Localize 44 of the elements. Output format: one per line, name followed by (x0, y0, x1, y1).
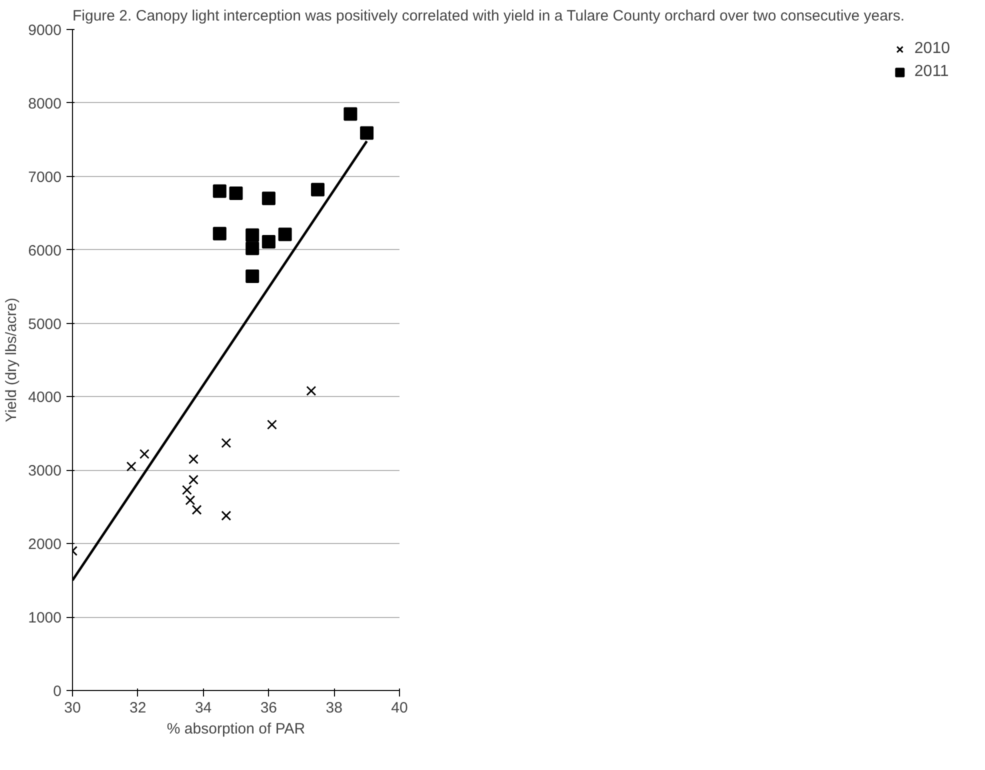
point (221, 438, 232, 448)
point (262, 192, 276, 206)
point (246, 242, 260, 256)
x-tick-label: 32 (130, 700, 146, 716)
y-axis-title: Yield (dry lbs/acre) (3, 298, 20, 422)
x-tick-label: 38 (326, 700, 342, 716)
legend-label: 2011 (914, 63, 949, 81)
point (188, 454, 198, 464)
point (212, 226, 226, 240)
point (246, 228, 260, 242)
x-tick-label: 30 (64, 700, 81, 716)
point (306, 386, 316, 396)
x-tick-label: 34 (194, 700, 212, 716)
text: Figure 2. Canopy light interception was positively correlated with yield in a Tulare County orchard over two consecutive years. (72, 8, 905, 24)
y-tick-label: 2000 (28, 536, 62, 554)
point (192, 504, 202, 515)
y-tick-label: 1000 (28, 610, 62, 627)
y-tick-label: 9000 (28, 22, 62, 39)
point (311, 182, 324, 196)
point (188, 474, 198, 485)
point (185, 495, 196, 506)
y-tick-label: 0 (53, 683, 62, 700)
y-tick-label: 8000 (28, 95, 62, 112)
x-tick-label: 36 (260, 700, 278, 716)
legend-label: 2010 (914, 40, 950, 58)
point (221, 510, 232, 521)
point (278, 228, 292, 242)
y-tick-label: 7000 (28, 168, 62, 186)
point (262, 235, 276, 249)
x-axis-title: % absorption of PAR (166, 720, 306, 738)
point (360, 126, 374, 140)
y-tick-label: 6000 (28, 242, 62, 260)
point (344, 107, 358, 121)
point (246, 270, 260, 284)
y-tick-label: 4000 (28, 389, 62, 406)
point (139, 449, 150, 459)
point (212, 184, 226, 198)
point (182, 485, 192, 495)
y-tick-label: 5000 (28, 316, 62, 333)
x-tick-label: 40 (391, 700, 408, 716)
point (126, 462, 136, 472)
point (266, 420, 277, 430)
point (229, 186, 243, 200)
y-tick-label: 3000 (28, 462, 62, 480)
